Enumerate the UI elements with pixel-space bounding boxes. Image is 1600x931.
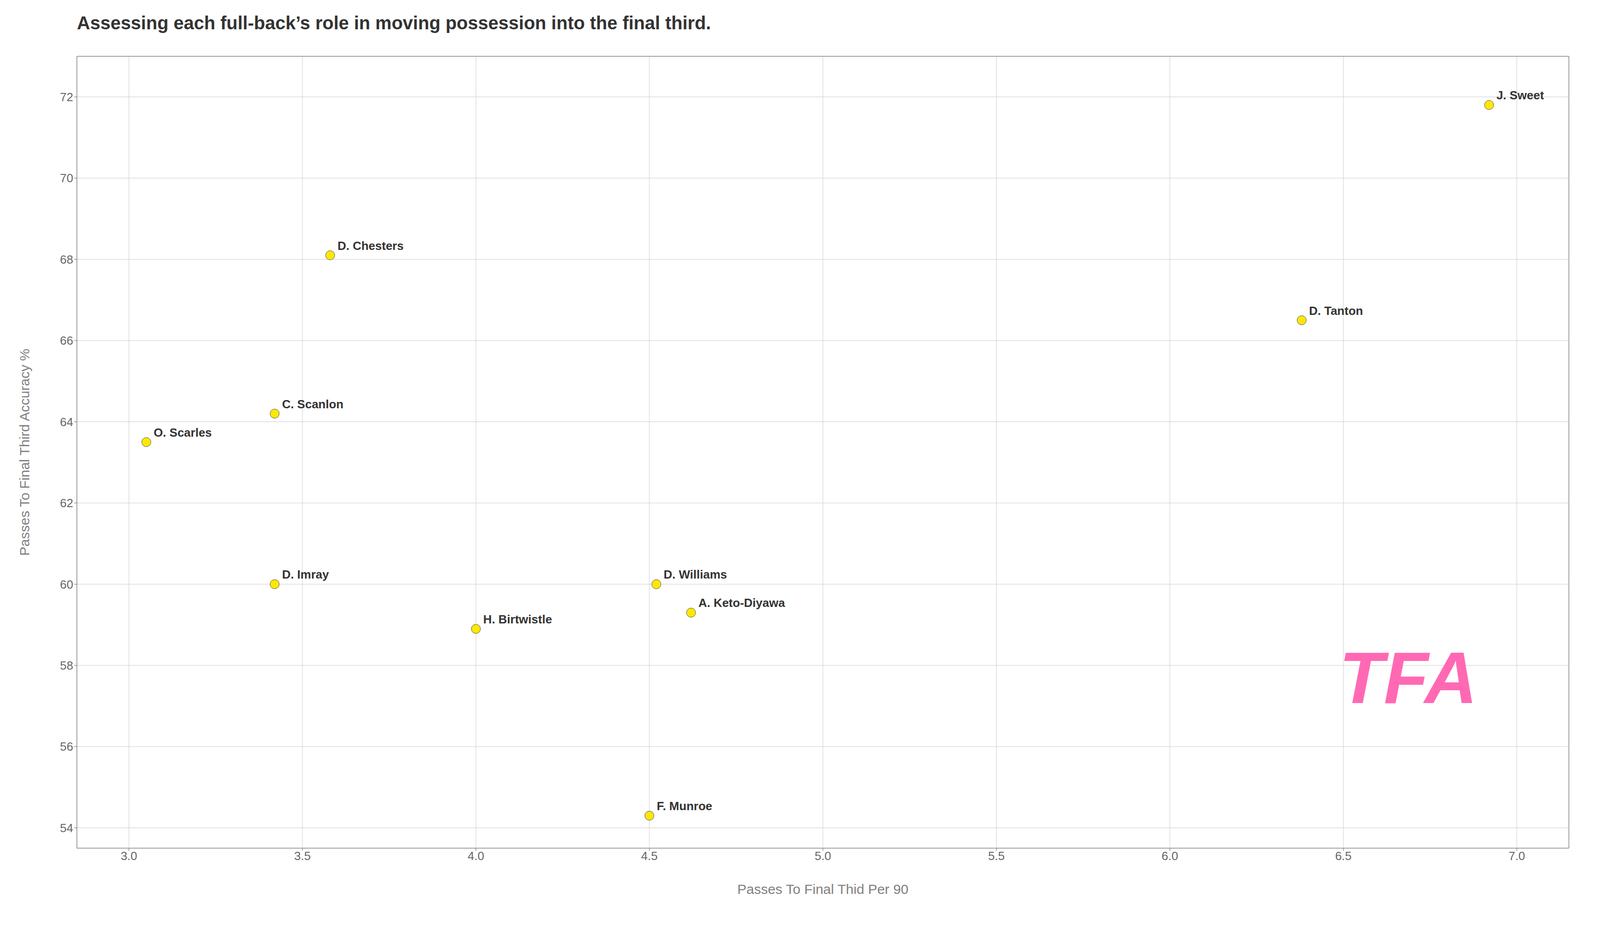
svg-text:3.0: 3.0 [120,848,138,863]
svg-text:5.5: 5.5 [988,848,1005,863]
html-text:TFA: TFA [1339,636,1478,719]
svg-text:Passes To Final Third Accuracy: Passes To Final Third Accuracy % [16,348,33,556]
svg-text:68: 68 [59,252,74,267]
svg-text:64: 64 [59,415,74,429]
svg-text:58: 58 [59,658,74,673]
svg-text:4.5: 4.5 [641,848,658,863]
svg-text:H. Birtwistle: H. Birtwistle [483,612,552,627]
svg-text:D. Imray: D. Imray [281,567,330,582]
svg-text:Passes To Final Thid Per 90: Passes To Final Thid Per 90 [737,881,909,897]
svg-text:4.0: 4.0 [467,848,485,863]
svg-text:70: 70 [59,171,74,185]
svg-text:56: 56 [59,739,74,754]
svg-text:D. Chesters: D. Chesters [337,238,404,253]
svg-text:O. Scarles: O. Scarles [153,425,212,440]
svg-text:C. Scanlon: C. Scanlon [281,397,344,411]
svg-text:5.0: 5.0 [814,848,832,863]
svg-text:54: 54 [59,821,74,835]
svg-text:D. Williams: D. Williams [663,567,727,582]
svg-text:66: 66 [59,333,74,348]
svg-text:F. Munroe: F. Munroe [656,799,713,813]
svg-text:A. Keto-Diyawa: A. Keto-Diyawa [698,595,786,610]
svg-text:60: 60 [59,577,74,592]
svg-text:6.5: 6.5 [1335,848,1352,863]
svg-text:D. Tanton: D. Tanton [1308,303,1363,318]
svg-text:7.0: 7.0 [1508,848,1525,863]
svg-text:72: 72 [59,90,74,104]
svg-text:3.5: 3.5 [294,848,311,863]
svg-text:6.0: 6.0 [1161,848,1179,863]
html-text:Assessing each full-back’s rol: Assessing each full-back’s role in movin… [76,12,711,33]
svg-text:62: 62 [59,496,74,510]
svg-text:J. Sweet: J. Sweet [1496,88,1545,103]
